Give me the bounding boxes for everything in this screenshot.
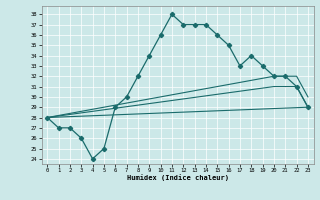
- X-axis label: Humidex (Indice chaleur): Humidex (Indice chaleur): [127, 175, 228, 181]
